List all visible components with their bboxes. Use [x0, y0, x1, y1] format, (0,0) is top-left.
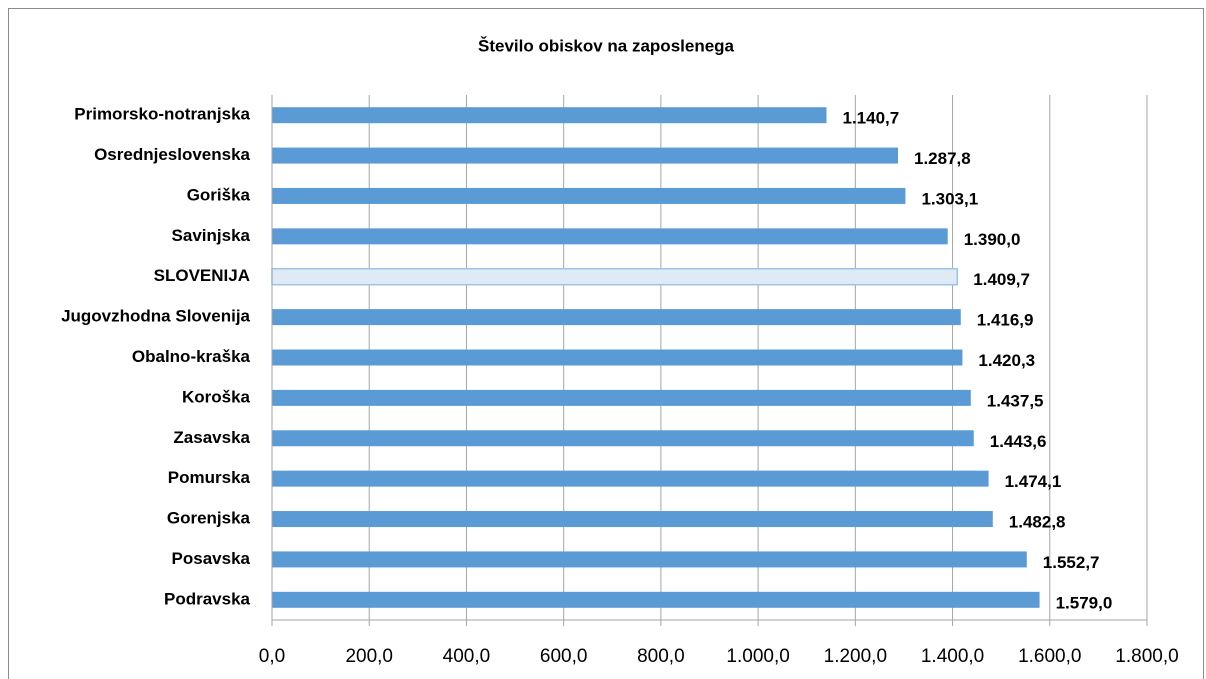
bar [272, 511, 993, 528]
x-tick-label: 1.600,0 [1018, 646, 1081, 667]
x-tick-label: 600,0 [540, 646, 588, 667]
bar [272, 591, 1040, 608]
value-label: 1.287,8 [914, 149, 971, 168]
value-label: 1.409,7 [973, 270, 1030, 289]
value-label: 1.579,0 [1056, 593, 1113, 612]
x-tick-label: 1.800,0 [1115, 646, 1178, 667]
value-label: 1.474,1 [1005, 472, 1062, 491]
bar [272, 389, 971, 406]
x-tick-label: 1.200,0 [824, 646, 887, 667]
bar [272, 551, 1027, 568]
y-tick-label: SLOVENIJA [154, 266, 250, 285]
y-tick-label: Osrednjeslovenska [94, 145, 250, 164]
y-tick-label: Podravska [164, 589, 251, 608]
y-tick-label: Zasavska [173, 428, 250, 447]
y-tick-label: Obalno-kraška [132, 347, 251, 366]
x-tick-label: 0,0 [259, 646, 285, 667]
value-label: 1.443,6 [990, 432, 1047, 451]
bar [272, 470, 989, 487]
value-label: 1.140,7 [843, 109, 900, 128]
x-tick-label: 400,0 [443, 646, 491, 667]
bar [272, 228, 948, 245]
y-tick-label: Savinjska [172, 226, 251, 245]
bar [272, 349, 963, 366]
bar [272, 187, 906, 204]
bar [272, 309, 961, 326]
value-label: 1.420,3 [978, 351, 1035, 370]
bar [271, 267, 959, 286]
value-label: 1.390,0 [964, 230, 1021, 249]
y-tick-label: Koroška [182, 387, 251, 406]
x-tick-label: 200,0 [345, 646, 393, 667]
y-tick-label: Jugovzhodna Slovenija [61, 307, 250, 326]
x-tick-label: 800,0 [637, 646, 685, 667]
bar [272, 147, 899, 164]
value-label: 1.416,9 [977, 311, 1034, 330]
y-tick-label: Posavska [172, 549, 251, 568]
chart-title: Število obiskov na zaposlenega [478, 36, 735, 55]
bar [272, 107, 827, 124]
x-tick-label: 1.400,0 [921, 646, 984, 667]
y-tick-label: Pomurska [168, 468, 251, 487]
bar [272, 430, 974, 447]
y-tick-label: Gorenjska [167, 509, 251, 528]
y-tick-label: Primorsko-notranjska [74, 105, 250, 124]
value-label: 1.303,1 [921, 189, 978, 208]
value-label: 1.437,5 [987, 391, 1044, 410]
x-tick-label: 1.000,0 [726, 646, 789, 667]
value-label: 1.552,7 [1043, 553, 1100, 572]
y-tick-label: Goriška [187, 185, 251, 204]
value-label: 1.482,8 [1009, 513, 1066, 532]
